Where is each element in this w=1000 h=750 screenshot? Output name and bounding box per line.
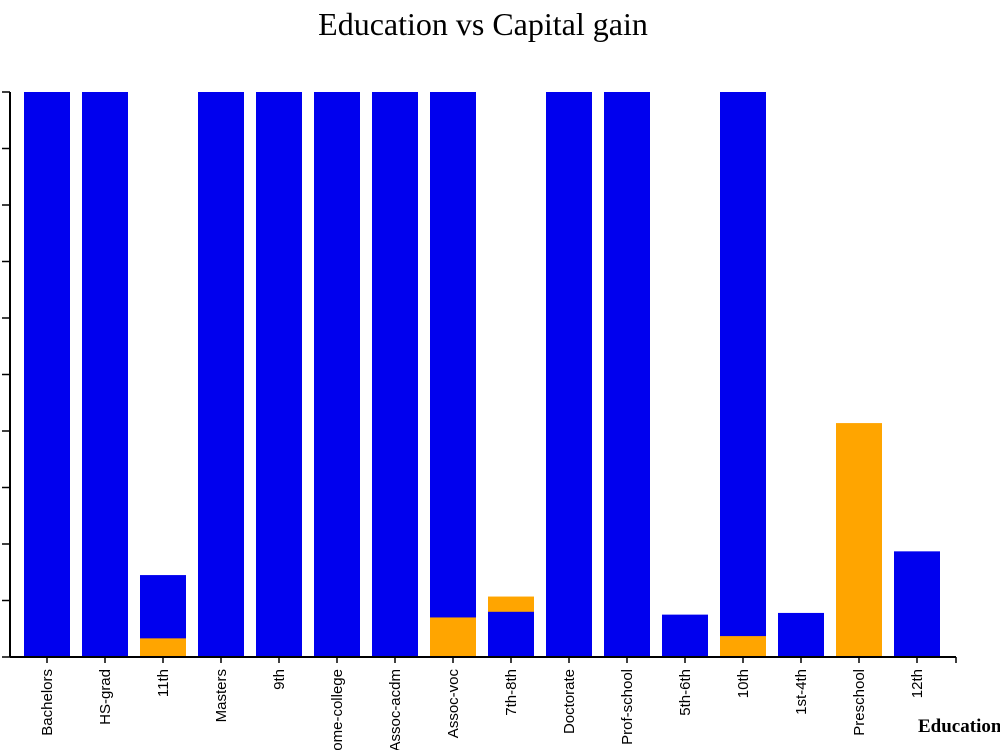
x-tick-label: Preschool — [851, 669, 868, 736]
x-axis-title: Education — [918, 716, 1000, 737]
bar-series-blue-5th-6th — [662, 614, 708, 657]
x-tick-label: 5th-6th — [677, 669, 694, 716]
chart-title: Education vs Capital gain — [318, 6, 648, 42]
bar-series-blue-prof-school — [604, 92, 650, 657]
bar-series-orange-11th — [140, 638, 186, 657]
bar-series-blue-masters — [198, 92, 244, 657]
bar-series-blue-some-college — [314, 92, 360, 657]
x-tick-label: 7th-8th — [503, 669, 520, 716]
x-tick-label: Some-college — [329, 669, 346, 750]
axes-layer — [9, 92, 956, 658]
bar-series-orange-assoc-voc — [430, 617, 476, 657]
bar-series-blue-7th-8th — [488, 611, 534, 657]
x-tick-label: Assoc-voc — [445, 669, 462, 739]
x-tick-label: 1st-4th — [793, 669, 810, 715]
bar-series-blue-assoc-voc — [430, 92, 476, 657]
x-tick-label: Doctorate — [561, 669, 578, 734]
bar-series-blue-assoc-acdm — [372, 92, 418, 657]
x-tick-label: 10th — [735, 669, 752, 698]
x-tick-label: Assoc-acdm — [387, 669, 404, 750]
labels-layer: Bachelors HS-grad 11th Masters 9th Some-colle… — [39, 669, 926, 750]
x-tick-label: Prof-school — [619, 669, 636, 745]
x-tick-label: 9th — [271, 669, 288, 690]
bar-series-blue-10th — [720, 92, 766, 657]
x-tick-label: HS-grad — [97, 669, 114, 725]
bar-series-blue-doctorate — [546, 92, 592, 657]
x-tick-label: 12th — [909, 669, 926, 698]
x-tick-label: Masters — [213, 669, 230, 722]
bar-series-blue-hs-grad — [82, 92, 128, 657]
bar-series-orange-preschool — [836, 423, 882, 657]
bar-series-blue-1st-4th — [778, 612, 824, 657]
bar-series-blue-bachelors — [24, 92, 70, 657]
x-tick-label: 11th — [155, 669, 172, 697]
x-tick-label: Bachelors — [39, 669, 56, 736]
bar-series-blue-9th — [256, 92, 302, 657]
ticks-layer — [2, 91, 957, 663]
bar-series-orange-10th — [720, 636, 766, 657]
bars-layer — [24, 92, 940, 657]
bar-series-blue-12th — [894, 551, 940, 657]
